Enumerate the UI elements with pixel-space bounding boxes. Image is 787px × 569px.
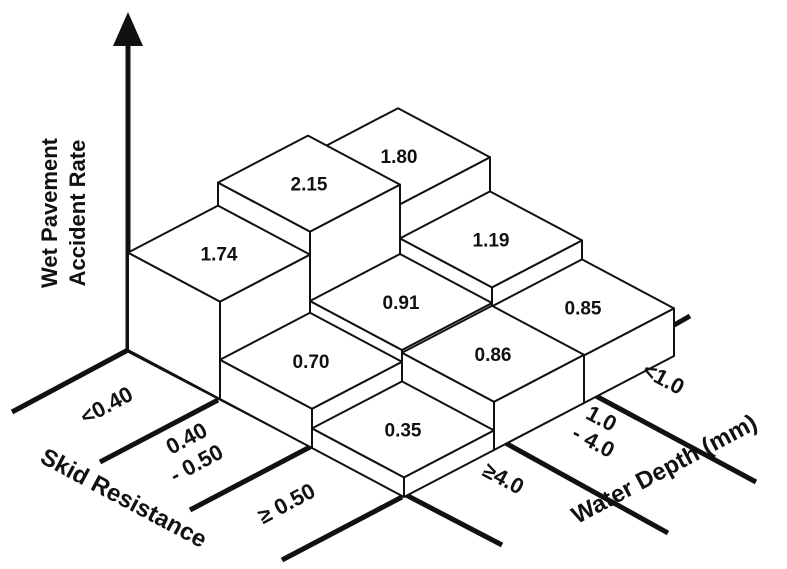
- bar-1-1-top-face: [309, 253, 493, 351]
- bar-0-2-value-label: 1.80: [381, 147, 418, 168]
- bar-1-2-value-label: 1.19: [473, 230, 510, 251]
- bar-2-0-value-label: 0.35: [385, 420, 422, 441]
- bar-1-1-value-label: 0.91: [383, 293, 420, 314]
- skid-tick-label-3: ≥ 0.50: [254, 478, 320, 529]
- bar-1-0-top-face: [219, 311, 403, 410]
- bar-2-1-value-label: 0.86: [475, 345, 512, 366]
- y-axis-arrowhead: [113, 12, 143, 46]
- skid-axis-line: [10, 347, 130, 415]
- skid-divider-line-2: [188, 444, 312, 513]
- y-axis-title-line-1: Wet Pavement: [37, 137, 62, 288]
- water-tick-label-3: ≥4.0: [479, 457, 528, 499]
- skid-divider-line-3: [280, 494, 404, 563]
- bar-0-0-value-label: 1.74: [201, 245, 238, 266]
- bar-0-0-top-face: [127, 204, 311, 303]
- water-tick-label-1: <1.0: [638, 357, 688, 399]
- water-divider-line-3: [480, 427, 670, 536]
- water-divider-line-2: [568, 379, 758, 485]
- bar-1-2-top-face: [399, 190, 583, 289]
- skid-divider-line-1: [98, 397, 220, 465]
- bars-group: 1.80 1.19 0.85 2.15 0.91 0.86 1.74 0.70 0.35: [127, 107, 675, 498]
- bar-2-2-value-label: 0.85: [565, 298, 602, 319]
- bar-2-1-top-face: [401, 304, 585, 403]
- bar-2-0-top-face: [311, 380, 495, 479]
- bar-0-1-value-label: 2.15: [291, 175, 328, 196]
- bar-0-1-top-face: [217, 134, 401, 233]
- bar-1-0-value-label: 0.70: [293, 352, 330, 373]
- y-axis-title-line-2: Accident Rate: [65, 140, 90, 287]
- skid-tick-label-1: <0.40: [76, 381, 137, 429]
